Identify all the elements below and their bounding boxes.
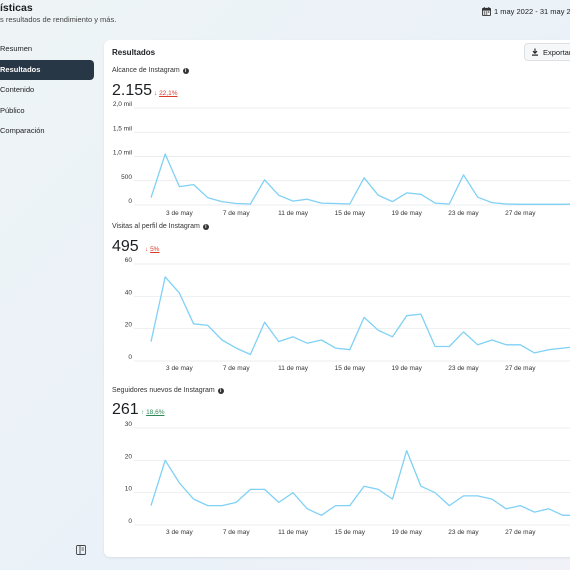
sidebar-item-contenido[interactable]: Contenido bbox=[0, 85, 35, 94]
y-tick-label: 1,5 mil bbox=[113, 125, 133, 132]
x-tick-label: 11 de may bbox=[278, 365, 309, 372]
info-icon[interactable]: i bbox=[182, 67, 189, 74]
x-tick-label: 7 de may bbox=[223, 529, 250, 536]
x-tick-label: 23 de may bbox=[448, 529, 479, 536]
y-tick-label: 30 bbox=[125, 421, 133, 428]
y-tick-label: 10 bbox=[125, 486, 133, 493]
chart-reach: 0 500 1,0 mil 1,5 mil 2,0 mil 3 de may 7 de ma… bbox=[113, 101, 570, 217]
metric-label-text: Alcance de Instagram bbox=[112, 67, 180, 74]
x-tick-label: 3 de may bbox=[166, 365, 193, 372]
y-tick-label: 2,0 mil bbox=[113, 101, 133, 108]
metric-value-new-followers: 261 bbox=[112, 401, 139, 418]
metric-label-new-followers: Seguidores nuevos de Instagram i bbox=[112, 387, 224, 394]
y-tick-label: 60 bbox=[125, 257, 133, 264]
y-tick-label: 20 bbox=[125, 453, 133, 460]
x-tick-label: 27 de may bbox=[505, 210, 536, 217]
y-tick-label: 500 bbox=[121, 174, 132, 181]
sidebar-item-comparacion[interactable]: Comparación bbox=[0, 126, 45, 135]
sidebar-item-resultados[interactable]: Resultados bbox=[0, 59, 94, 80]
chart-new-followers: 0 10 20 30 3 de may 7 de may 11 de may 15 de ma… bbox=[125, 421, 570, 536]
y-tick-label: 40 bbox=[125, 289, 133, 296]
page-subtitle: s resultados de rendimiento y más. bbox=[0, 15, 117, 24]
x-tick-label: 7 de may bbox=[223, 365, 250, 372]
y-tick-label: 0 bbox=[128, 354, 132, 361]
x-tick-label: 11 de may bbox=[278, 529, 309, 536]
x-tick-label: 15 de may bbox=[335, 365, 366, 372]
info-icon[interactable]: i bbox=[217, 387, 224, 394]
info-icon[interactable]: i bbox=[202, 223, 209, 230]
arrow-up-icon: ↑ bbox=[141, 409, 145, 416]
metric-delta-reach: ↓ 22,1% bbox=[154, 90, 178, 97]
series-line bbox=[150, 153, 570, 205]
metric-value-reach: 2.155 bbox=[112, 82, 153, 99]
x-tick-label: 7 de may bbox=[223, 210, 250, 217]
x-tick-label: 27 de may bbox=[505, 365, 536, 372]
sidebar-item-resumen[interactable]: Resumen bbox=[0, 44, 33, 53]
y-tick-label: 0 bbox=[128, 518, 132, 525]
card-title: Resultados bbox=[112, 48, 156, 57]
series-line bbox=[150, 449, 570, 516]
chart-profile-visits: 0 20 40 60 3 de may 7 de may 11 de may 15 de ma… bbox=[125, 257, 570, 372]
metric-label-text: Seguidores nuevos de Instagram bbox=[112, 387, 215, 394]
y-tick-label: 1,0 mil bbox=[113, 150, 133, 157]
x-tick-label: 23 de may bbox=[448, 365, 479, 372]
date-range-picker[interactable]: 1 may 2022 - 31 may 202 bbox=[482, 7, 570, 16]
y-tick-label: 20 bbox=[125, 322, 133, 329]
x-tick-label: 15 de may bbox=[335, 210, 366, 217]
page-title: ísticas bbox=[0, 2, 33, 14]
x-tick-label: 27 de may bbox=[505, 529, 536, 536]
delta-value: 5% bbox=[150, 246, 160, 253]
export-button[interactable]: Exportar bbox=[524, 43, 570, 61]
x-tick-label: 3 de may bbox=[166, 210, 193, 217]
arrow-down-icon: ↓ bbox=[145, 246, 149, 253]
metric-label-text: Visitas al perfil de Instagram bbox=[112, 223, 200, 230]
x-tick-label: 3 de may bbox=[166, 529, 193, 536]
download-icon bbox=[532, 48, 538, 56]
x-tick-label: 15 de may bbox=[335, 529, 366, 536]
calendar-icon bbox=[482, 7, 491, 16]
date-range-label: 1 may 2022 - 31 may 202 bbox=[494, 7, 570, 16]
sidebar-nav: Resumen Resultados Contenido Público Com… bbox=[0, 39, 94, 142]
collapse-panel-icon[interactable] bbox=[76, 545, 86, 555]
x-tick-label: 19 de may bbox=[391, 529, 422, 536]
metric-delta-profile-visits: ↓ 5% bbox=[145, 246, 159, 253]
metric-delta-new-followers: ↑ 18,6% bbox=[141, 409, 165, 416]
delta-value: 22,1% bbox=[159, 90, 178, 97]
metric-label-reach: Alcance de Instagram i bbox=[112, 67, 189, 74]
metric-value-profile-visits: 495 bbox=[112, 238, 139, 255]
y-tick-label: 0 bbox=[128, 198, 132, 205]
x-tick-label: 23 de may bbox=[448, 210, 479, 217]
metric-label-profile-visits: Visitas al perfil de Instagram i bbox=[112, 223, 209, 230]
x-tick-label: 11 de may bbox=[278, 210, 309, 217]
x-tick-label: 19 de may bbox=[391, 210, 422, 217]
arrow-down-icon: ↓ bbox=[154, 90, 158, 97]
series-line bbox=[150, 276, 570, 356]
export-label: Exportar bbox=[543, 47, 570, 57]
sidebar-item-publico[interactable]: Público bbox=[0, 105, 25, 115]
x-tick-label: 19 de may bbox=[391, 365, 422, 372]
delta-value: 18,6% bbox=[146, 409, 165, 416]
